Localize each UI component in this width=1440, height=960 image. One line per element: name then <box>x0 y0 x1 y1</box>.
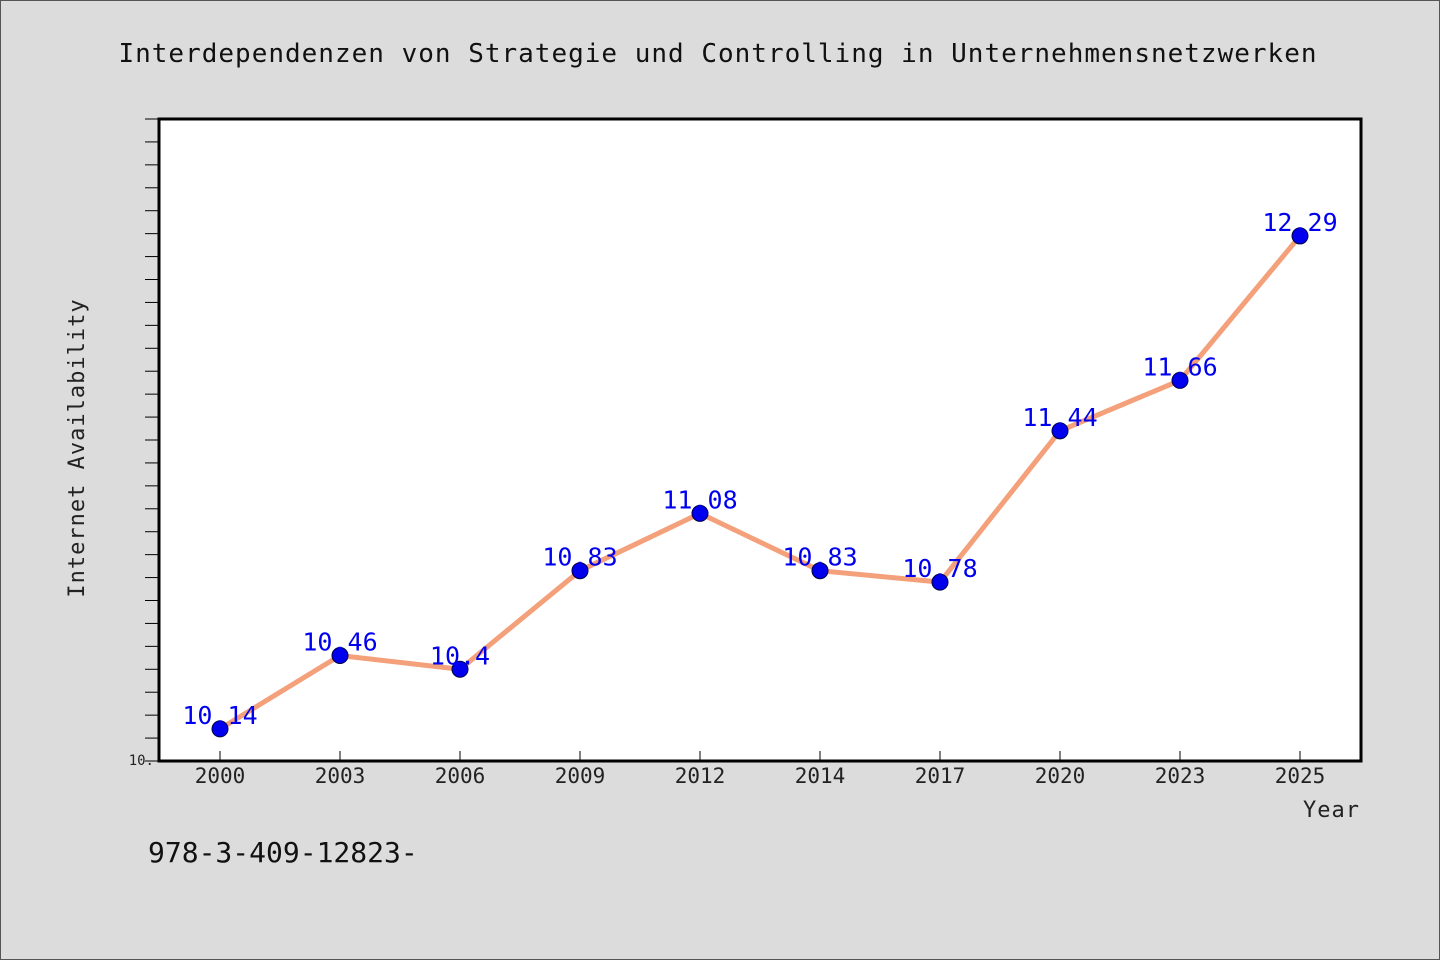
data-label: 10.14 <box>182 701 257 730</box>
data-point <box>451 660 469 678</box>
data-point <box>1051 422 1069 440</box>
x-tick-label: 2025 <box>1275 764 1326 788</box>
data-point <box>1291 227 1309 245</box>
data-label: 11.66 <box>1142 352 1217 381</box>
data-point <box>691 504 709 522</box>
series-line <box>217 233 1303 732</box>
data-label: 10.83 <box>542 543 617 572</box>
y-axis-title: Internet Availability <box>65 298 90 597</box>
data-point <box>211 720 229 738</box>
x-tick-label: 2012 <box>675 764 726 788</box>
x-tick-label: 2017 <box>915 764 966 788</box>
data-label: 10.4 <box>430 641 490 670</box>
data-label: 12.29 <box>1262 208 1337 237</box>
x-axis-ticks: 2000 2003 2006 2009 2012 2014 2017 2020 2023 2025 <box>195 751 1326 788</box>
x-tick-label: 2023 <box>1155 764 1206 788</box>
data-label: 11.08 <box>662 485 737 514</box>
data-label: 10.78 <box>902 554 977 583</box>
data-point <box>571 562 589 580</box>
x-tick-label: 2000 <box>195 764 246 788</box>
data-label: 10.46 <box>302 628 377 657</box>
x-axis-title: Year <box>1303 798 1360 823</box>
x-tick-label: 2020 <box>1035 764 1086 788</box>
data-point <box>811 562 829 580</box>
data-point <box>331 647 349 665</box>
x-tick-label: 2006 <box>435 764 486 788</box>
x-tick-label: 2014 <box>795 764 846 788</box>
data-label: 11.44 <box>1022 403 1097 432</box>
chart-title: Interdependenzen von Strategie und Contr… <box>118 39 1317 69</box>
x-tick-label: 2009 <box>555 764 606 788</box>
y-axis-ticks <box>145 118 159 762</box>
x-tick-label: 2003 <box>315 764 366 788</box>
data-label: 10.83 <box>782 543 857 572</box>
y-tick-label: 10. <box>129 753 154 769</box>
plot-area <box>157 117 1363 763</box>
footnote: 978-3-409-12823- <box>148 836 418 869</box>
series-layer: 10.14 10.46 10.4 10.83 11.08 10.83 10.78 11.44 1… <box>182 208 1338 738</box>
data-point <box>931 573 949 591</box>
data-point <box>1171 371 1189 389</box>
